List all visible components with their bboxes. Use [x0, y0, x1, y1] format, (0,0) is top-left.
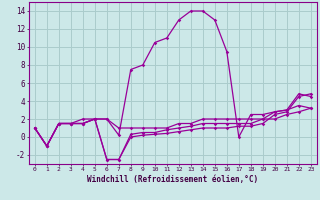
X-axis label: Windchill (Refroidissement éolien,°C): Windchill (Refroidissement éolien,°C) [87, 175, 258, 184]
